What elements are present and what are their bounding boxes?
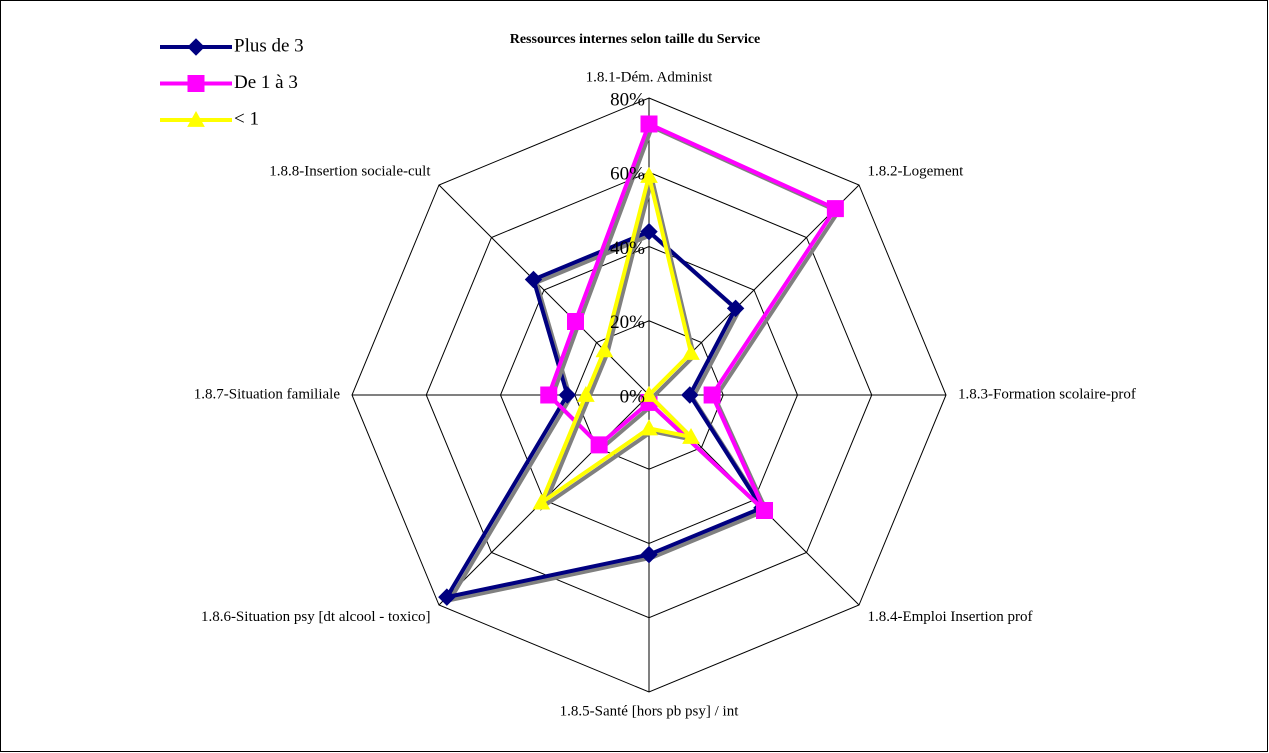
series (438, 115, 844, 606)
category-label: 1.8.6-Situation psy [dt alcool - toxico] (201, 609, 431, 625)
marker (187, 38, 205, 56)
labels: 0% 20% 40% 60% 80% 1.8.1-Dém. Administ 1.8.2-L… (160, 35, 1136, 719)
marker (826, 200, 844, 218)
tick-label: 40% (610, 238, 645, 259)
marker (577, 385, 595, 402)
marker (590, 436, 608, 454)
category-label: 1.8.4-Emploi Insertion prof (867, 609, 1032, 625)
marker (566, 312, 584, 330)
legend-label: De 1 à 3 (234, 72, 298, 93)
marker (187, 110, 205, 127)
marker (595, 341, 614, 358)
marker (540, 386, 558, 404)
marker (681, 386, 699, 404)
marker (682, 343, 700, 360)
tick-label: 80% (610, 89, 645, 110)
tick-label: 0% (620, 386, 646, 407)
marker (558, 386, 577, 404)
category-label: 1.8.8-Insertion sociale-cult (269, 164, 431, 180)
marker (726, 299, 745, 318)
marker (640, 166, 658, 183)
marker (532, 493, 551, 510)
marker (524, 270, 543, 289)
category-label: 1.8.7-Situation familiale (194, 386, 341, 402)
marker (682, 427, 700, 444)
marker (640, 385, 658, 402)
axis-spoke (438, 184, 650, 396)
category-label: 1.8.2-Logement (867, 164, 964, 180)
legend-label: < 1 (234, 108, 259, 129)
marker (756, 502, 774, 520)
marker (703, 386, 721, 404)
tick-label: 20% (610, 312, 645, 333)
tick-label: 60% (610, 164, 645, 185)
marker (640, 419, 658, 436)
category-label: 1.8.3-Formation scolaire-prof (958, 386, 1136, 402)
marker (438, 588, 456, 606)
marker (640, 222, 658, 241)
category-label: 1.8.1-Dém. Administ (586, 69, 713, 85)
category-label: 1.8.5-Santé [hors pb psy] / int (560, 703, 740, 719)
marker (187, 75, 205, 92)
marker (640, 545, 658, 564)
legend-label: Plus de 3 (234, 35, 304, 56)
marker (640, 115, 658, 133)
chart-title: Ressources internes selon taille du Serv… (510, 32, 761, 47)
